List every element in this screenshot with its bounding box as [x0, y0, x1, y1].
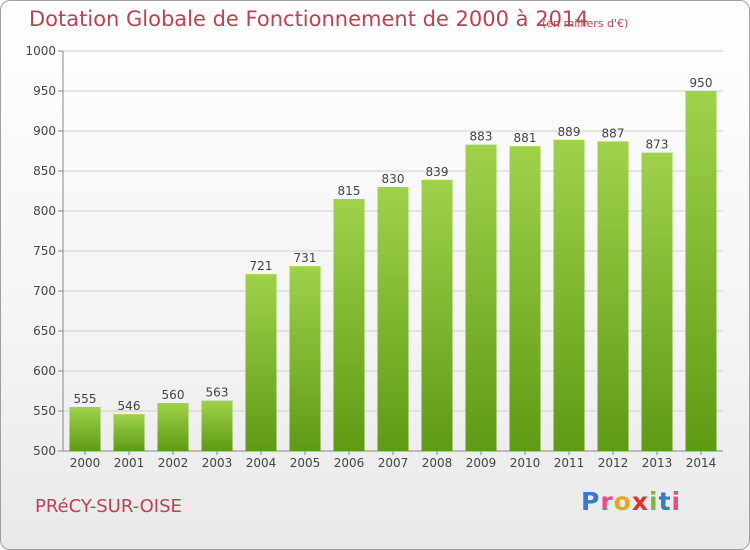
bar-value-label: 830	[382, 172, 405, 186]
bar	[245, 274, 277, 451]
y-tick-label: 600	[33, 364, 56, 378]
x-tick-label: 2014	[686, 456, 717, 470]
bar	[421, 179, 453, 452]
chart-subtitle: (en milliers d'€)	[542, 17, 629, 30]
bar-value-label: 555	[74, 392, 97, 406]
y-tick-label: 700	[33, 284, 56, 298]
logo-letter: i	[649, 487, 659, 516]
proxiti-logo: Proxiti	[581, 487, 681, 516]
bar	[333, 199, 365, 451]
bar-value-label: 721	[250, 259, 273, 273]
bar-value-label: 873	[646, 138, 669, 152]
x-tick-label: 2011	[554, 456, 585, 470]
bar-value-label: 560	[162, 388, 185, 402]
logo-letter: P	[581, 487, 601, 516]
bar-value-label: 889	[558, 125, 581, 139]
logo-letter: i	[671, 487, 682, 516]
bar-value-label: 950	[690, 76, 713, 90]
bar-value-label: 731	[294, 251, 317, 265]
x-tick-label: 2010	[510, 456, 541, 470]
bar-value-label: 815	[338, 184, 361, 198]
y-tick-label: 850	[33, 164, 56, 178]
y-tick-label: 650	[33, 324, 56, 338]
labels: 500 550 600 650 700 750 800 850 900 950 1000 555 200…	[25, 44, 716, 470]
logo-letter: t	[658, 487, 672, 516]
bar-value-label: 883	[470, 130, 493, 144]
bar-value-label: 881	[514, 131, 537, 145]
y-tick-label: 550	[33, 404, 56, 418]
bar	[157, 403, 189, 451]
x-tick-label: 2006	[334, 456, 365, 470]
bar	[685, 91, 717, 451]
logo-letter: x	[631, 487, 649, 516]
bar	[201, 400, 233, 451]
bar-value-label: 563	[206, 386, 229, 400]
bar	[69, 407, 101, 451]
bar	[641, 152, 673, 451]
place-name: PRéCY-SUR-OISE	[35, 496, 182, 517]
bar	[289, 266, 321, 451]
x-tick-label: 2001	[114, 456, 145, 470]
chart-title: Dotation Globale de Fonctionnement de 20…	[29, 7, 589, 31]
x-tick-label: 2004	[246, 456, 277, 470]
y-tick-label: 900	[33, 124, 56, 138]
bar-value-label: 839	[426, 165, 449, 179]
bar	[509, 146, 541, 451]
y-tick-label: 1000	[25, 44, 56, 58]
y-tick-label: 800	[33, 204, 56, 218]
y-tick-label: 750	[33, 244, 56, 258]
bar	[597, 141, 629, 451]
bar-value-label: 546	[118, 399, 141, 413]
x-tick-label: 2003	[202, 456, 233, 470]
bars	[69, 91, 717, 452]
x-tick-label: 2007	[378, 456, 409, 470]
bar	[465, 144, 497, 451]
x-tick-label: 2005	[290, 456, 321, 470]
x-tick-label: 2008	[422, 456, 453, 470]
bar-value-label: 887	[602, 126, 625, 140]
logo-letter: o	[613, 487, 632, 516]
x-tick-label: 2002	[158, 456, 189, 470]
x-tick-label: 2000	[70, 456, 101, 470]
y-tick-label: 950	[33, 84, 56, 98]
x-tick-label: 2012	[598, 456, 629, 470]
x-tick-label: 2013	[642, 456, 673, 470]
y-tick-label: 500	[33, 444, 56, 458]
x-tick-label: 2009	[466, 456, 497, 470]
bar	[377, 187, 409, 451]
logo-letter: r	[600, 487, 614, 516]
bar	[113, 414, 145, 451]
bar	[553, 139, 585, 452]
